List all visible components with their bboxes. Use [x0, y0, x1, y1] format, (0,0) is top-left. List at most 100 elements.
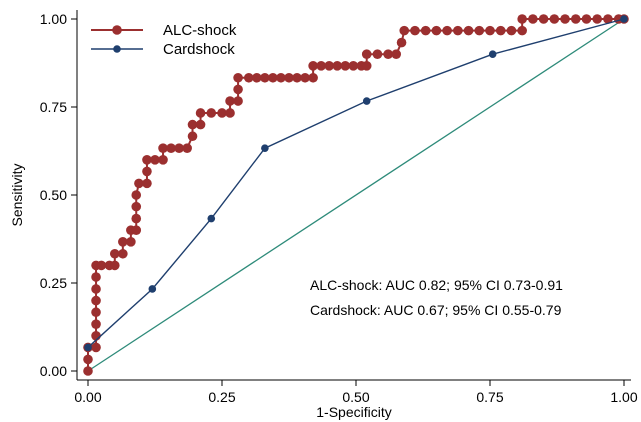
data-point-alc-shock: [372, 49, 383, 59]
data-point-alc-shock: [166, 143, 176, 153]
data-point-alc-shock: [131, 213, 142, 224]
data-point-alc-shock: [308, 72, 318, 83]
data-point-alc-shock: [225, 96, 235, 106]
data-point-alc-shock: [348, 61, 359, 71]
data-point-alc-shock: [528, 14, 538, 24]
data-point-alc-shock: [91, 307, 101, 318]
data-point-alc-shock: [96, 260, 107, 271]
reference-diagonal-line: [87, 18, 625, 372]
series-cardshock: [84, 15, 628, 352]
y-axis-title: Sensitivity: [9, 163, 25, 226]
data-point-alc-shock: [292, 72, 302, 83]
data-point-alc-shock: [570, 14, 581, 24]
data-point-alc-shock: [316, 61, 326, 71]
data-point-alc-shock: [91, 295, 101, 306]
data-point-alc-shock: [217, 108, 227, 118]
data-point-alc-shock: [538, 14, 549, 24]
data-point-alc-shock: [83, 354, 93, 365]
data-point-alc-shock: [420, 25, 431, 36]
annotation-alc-shock-auc: ALC-shock: AUC 0.82; 95% CI 0.73-0.91: [310, 277, 563, 293]
data-point-alc-shock: [83, 366, 93, 376]
y-tick-label: 0.25: [40, 275, 67, 291]
data-point-alc-shock: [506, 25, 517, 36]
y-axis-ticks: 0.00 0.25 0.50 0.75 1.00: [40, 11, 77, 379]
x-axis-title: 1-Specificity: [316, 404, 391, 420]
data-point-alc-shock: [110, 248, 120, 259]
data-point-alc-shock: [126, 237, 136, 247]
x-axis-ticks: 0.00 0.25 0.50 0.75 1.00: [74, 380, 638, 405]
data-point-alc-shock: [158, 155, 168, 165]
data-point-alc-shock: [233, 96, 243, 106]
data-point-alc-shock: [549, 14, 560, 24]
data-point-alc-shock: [131, 201, 142, 212]
data-point-alc-shock: [131, 190, 142, 200]
data-point-alc-shock: [284, 72, 294, 83]
data-point-alc-shock: [308, 61, 318, 71]
data-point-alc-shock: [118, 248, 128, 259]
data-point-alc-shock: [252, 72, 262, 83]
data-point-alc-shock: [118, 237, 128, 247]
data-point-alc-shock: [244, 72, 254, 83]
data-point-alc-shock: [495, 25, 506, 36]
data-point-alc-shock: [174, 143, 184, 153]
x-tick-label: 0.75: [476, 389, 503, 405]
data-point-alc-shock: [396, 37, 407, 48]
data-point-alc-shock: [131, 225, 142, 235]
data-point-alc-shock: [195, 108, 206, 118]
data-point-cardshock: [148, 285, 157, 293]
auc-annotations: ALC-shock: AUC 0.82; 95% CI 0.73-0.91 Ca…: [310, 277, 563, 318]
legend-item-alc-shock: ALC-shock: [91, 22, 237, 39]
legend-marker-alc-shock: [112, 25, 122, 35]
data-point-alc-shock: [91, 342, 101, 353]
data-point-cardshock: [620, 15, 628, 23]
x-tick-label: 0.50: [342, 389, 369, 405]
data-point-alc-shock: [340, 61, 351, 71]
y-tick-label: 0.75: [40, 99, 67, 115]
series-layer: [83, 14, 629, 376]
data-point-alc-shock: [91, 319, 101, 329]
legend-label-cardshock: Cardshock: [163, 41, 235, 58]
data-point-alc-shock: [332, 61, 343, 71]
data-point-alc-shock: [268, 72, 278, 83]
legend-item-cardshock: Cardshock: [91, 41, 235, 58]
data-point-cardshock: [261, 144, 269, 152]
data-point-alc-shock: [233, 84, 243, 95]
data-point-cardshock: [84, 343, 92, 352]
legend: ALC-shock Cardshock: [91, 22, 237, 58]
data-point-alc-shock: [187, 119, 198, 130]
legend-label-alc-shock: ALC-shock: [163, 22, 237, 39]
x-tick-label: 0.00: [74, 389, 101, 405]
data-point-alc-shock: [206, 108, 217, 118]
data-point-alc-shock: [442, 25, 452, 36]
data-point-alc-shock: [560, 14, 570, 24]
y-tick-label: 0.50: [40, 187, 67, 203]
x-tick-label: 0.25: [208, 389, 235, 405]
data-point-alc-shock: [361, 49, 372, 59]
data-point-alc-shock: [195, 119, 206, 130]
data-point-alc-shock: [142, 166, 152, 177]
data-point-alc-shock: [517, 25, 527, 36]
y-tick-label: 0.00: [40, 363, 67, 379]
data-point-cardshock: [362, 97, 371, 105]
data-point-alc-shock: [182, 143, 192, 153]
data-point-alc-shock: [225, 108, 235, 118]
data-point-alc-shock: [134, 178, 144, 189]
data-point-alc-shock: [300, 72, 310, 83]
data-point-alc-shock: [91, 272, 101, 282]
legend-marker-cardshock: [113, 45, 121, 53]
data-point-alc-shock: [581, 14, 592, 24]
data-point-alc-shock: [361, 61, 372, 71]
data-point-alc-shock: [91, 331, 101, 341]
series-alc-shock: [83, 14, 629, 376]
data-point-alc-shock: [463, 25, 474, 36]
x-tick-label: 1.00: [610, 389, 637, 405]
data-point-cardshock: [207, 214, 216, 223]
data-point-alc-shock: [233, 72, 243, 83]
data-point-alc-shock: [391, 49, 402, 59]
data-point-alc-shock: [431, 25, 442, 36]
data-point-alc-shock: [383, 49, 393, 59]
data-point-alc-shock: [142, 155, 152, 165]
data-point-alc-shock: [276, 72, 286, 83]
data-point-alc-shock: [150, 155, 160, 165]
